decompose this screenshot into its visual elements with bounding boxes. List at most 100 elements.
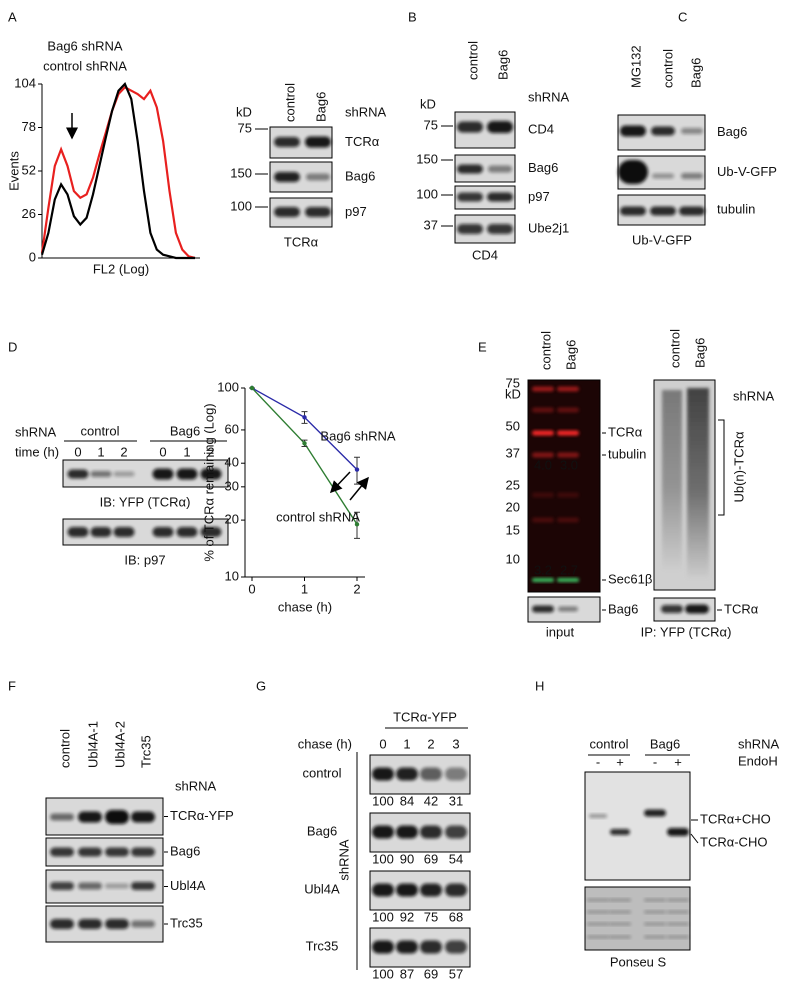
band [532, 605, 554, 613]
band [396, 825, 418, 839]
panel-letter: G [256, 678, 266, 693]
time-label: 1 [183, 444, 190, 459]
caption: IB: p97 [124, 552, 165, 567]
band [113, 471, 135, 477]
row-label: Bag6 [345, 168, 375, 183]
band [557, 407, 579, 413]
band [105, 883, 129, 889]
band [532, 578, 554, 582]
band [445, 940, 467, 954]
marker-label: 100 [416, 186, 438, 201]
point [354, 522, 360, 527]
band [445, 767, 467, 781]
band-label: TCRα+CHO [700, 811, 771, 826]
band [176, 527, 198, 537]
band-label: tubulin [608, 446, 646, 461]
band [610, 829, 630, 835]
arrow [329, 471, 351, 494]
band [372, 940, 394, 954]
ratio-label: 4.0 [534, 457, 552, 472]
point [302, 441, 307, 446]
ratio-label: 3.0 [560, 457, 578, 472]
marker-label: 150 [416, 151, 438, 166]
value-label: 100 [372, 966, 394, 981]
band [558, 606, 578, 612]
band [681, 173, 703, 179]
band [457, 192, 483, 202]
row-label: Bag6 [170, 843, 200, 858]
row-label: control [302, 765, 341, 780]
panel-letter: F [8, 678, 16, 693]
point [354, 467, 360, 472]
time-label: 1 [403, 736, 410, 751]
band [131, 847, 155, 857]
unit-label: kD [420, 96, 436, 111]
value-label: 42 [424, 793, 438, 808]
value-label: 75 [424, 909, 438, 924]
marker-label: 75 [238, 120, 252, 135]
time-label: 1 [97, 444, 104, 459]
caption: Ub-V-GFP [632, 232, 692, 247]
column-header: Bag6 [692, 338, 707, 368]
band [685, 604, 709, 614]
band [420, 767, 442, 781]
row-label: Ubl4A [304, 881, 340, 896]
panel-letter: B [408, 9, 417, 24]
band [396, 940, 418, 954]
band [587, 935, 609, 939]
row-label: Bag6 [717, 124, 747, 139]
caption: IP: YFP (TCRα) [641, 624, 732, 639]
row-axis-title: shRNA [336, 839, 351, 881]
column-header: control [538, 331, 553, 370]
band [557, 430, 579, 436]
band [445, 883, 467, 897]
row-label: Ube2j1 [528, 220, 569, 235]
column-header: Ubl4A-2 [112, 721, 127, 768]
y-tick-label: 78 [22, 119, 36, 134]
marker-label: 50 [506, 418, 520, 433]
value-label: 90 [400, 851, 414, 866]
marker-label: 15 [506, 522, 520, 537]
band [644, 935, 666, 939]
band [67, 469, 89, 479]
blot-panel [62, 459, 229, 488]
band [50, 813, 74, 821]
column-header: control [465, 41, 480, 80]
band [78, 882, 102, 890]
band [305, 207, 331, 217]
band [620, 206, 646, 216]
y-axis-title: Events [6, 151, 21, 191]
value-label: 31 [449, 793, 463, 808]
value-label: 100 [372, 909, 394, 924]
panel-letter: D [8, 339, 17, 354]
value-label: 69 [424, 966, 438, 981]
row-label: Ubl4A [170, 878, 206, 893]
band [50, 847, 74, 857]
band [457, 224, 483, 234]
value-label: 87 [400, 966, 414, 981]
band [681, 128, 703, 134]
series-line [40, 82, 195, 260]
legend-label: Bag6 shRNA [320, 428, 395, 443]
band [50, 882, 74, 890]
panel-letter: E [478, 339, 487, 354]
unit-label: kD [505, 386, 521, 401]
band [396, 883, 418, 897]
column-header: control [667, 329, 682, 368]
ratio-label: 2.7 [560, 562, 578, 577]
band [305, 136, 331, 148]
band-label: Sec61β [608, 571, 652, 586]
column-header: Bag6 [688, 58, 703, 88]
band [487, 224, 513, 234]
band [651, 126, 675, 136]
column-header: control [57, 729, 72, 768]
band [620, 125, 646, 137]
group-label: control [589, 736, 628, 751]
column-title: shRNA [528, 89, 570, 104]
column-header: control [660, 49, 675, 88]
band [589, 814, 607, 818]
column-header: Ubl4A-1 [85, 721, 100, 768]
band-label: TCRα [608, 424, 643, 439]
row-title: shRNA [738, 736, 780, 751]
